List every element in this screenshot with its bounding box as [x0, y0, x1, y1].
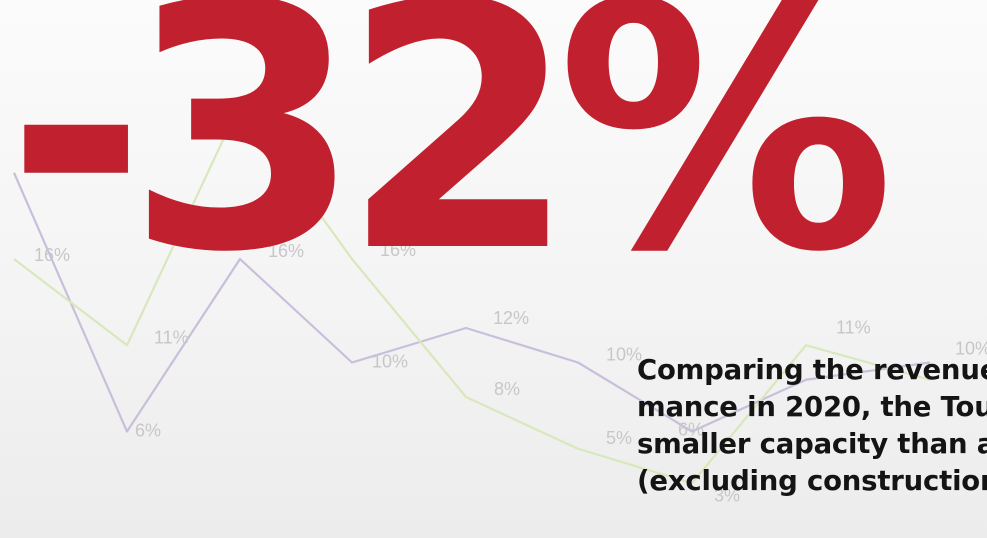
caption-line-3: smaller capacity than al — [637, 428, 987, 460]
data-label: 11% — [154, 327, 189, 347]
caption-line-4: (excluding construction — [637, 465, 987, 497]
data-label: 3% — [714, 485, 740, 505]
series-line-2 — [13, 102, 931, 485]
data-label: 16% — [34, 245, 70, 265]
caption-text: Comparing the revenue mance in 2020, the… — [637, 352, 987, 500]
data-label: 10% — [372, 352, 408, 372]
data-label: 6% — [678, 420, 704, 440]
data-label: 6% — [135, 421, 161, 441]
caption-line-1: Comparing the revenue — [637, 354, 987, 386]
data-label: 21% — [34, 155, 70, 175]
data-label: 5% — [606, 428, 632, 448]
headline-percentage: -32% — [6, 0, 895, 326]
data-label: 16% — [380, 240, 416, 260]
data-label: 10% — [606, 345, 642, 365]
series-line-1 — [12, 172, 931, 433]
data-label: 10% — [955, 339, 987, 359]
data-label: 8% — [494, 379, 520, 399]
data-label: 11% — [836, 317, 871, 337]
data-label: 12% — [493, 308, 529, 328]
caption-line-2: mance in 2020, the Tou — [637, 391, 987, 423]
data-label: 16% — [268, 241, 304, 261]
